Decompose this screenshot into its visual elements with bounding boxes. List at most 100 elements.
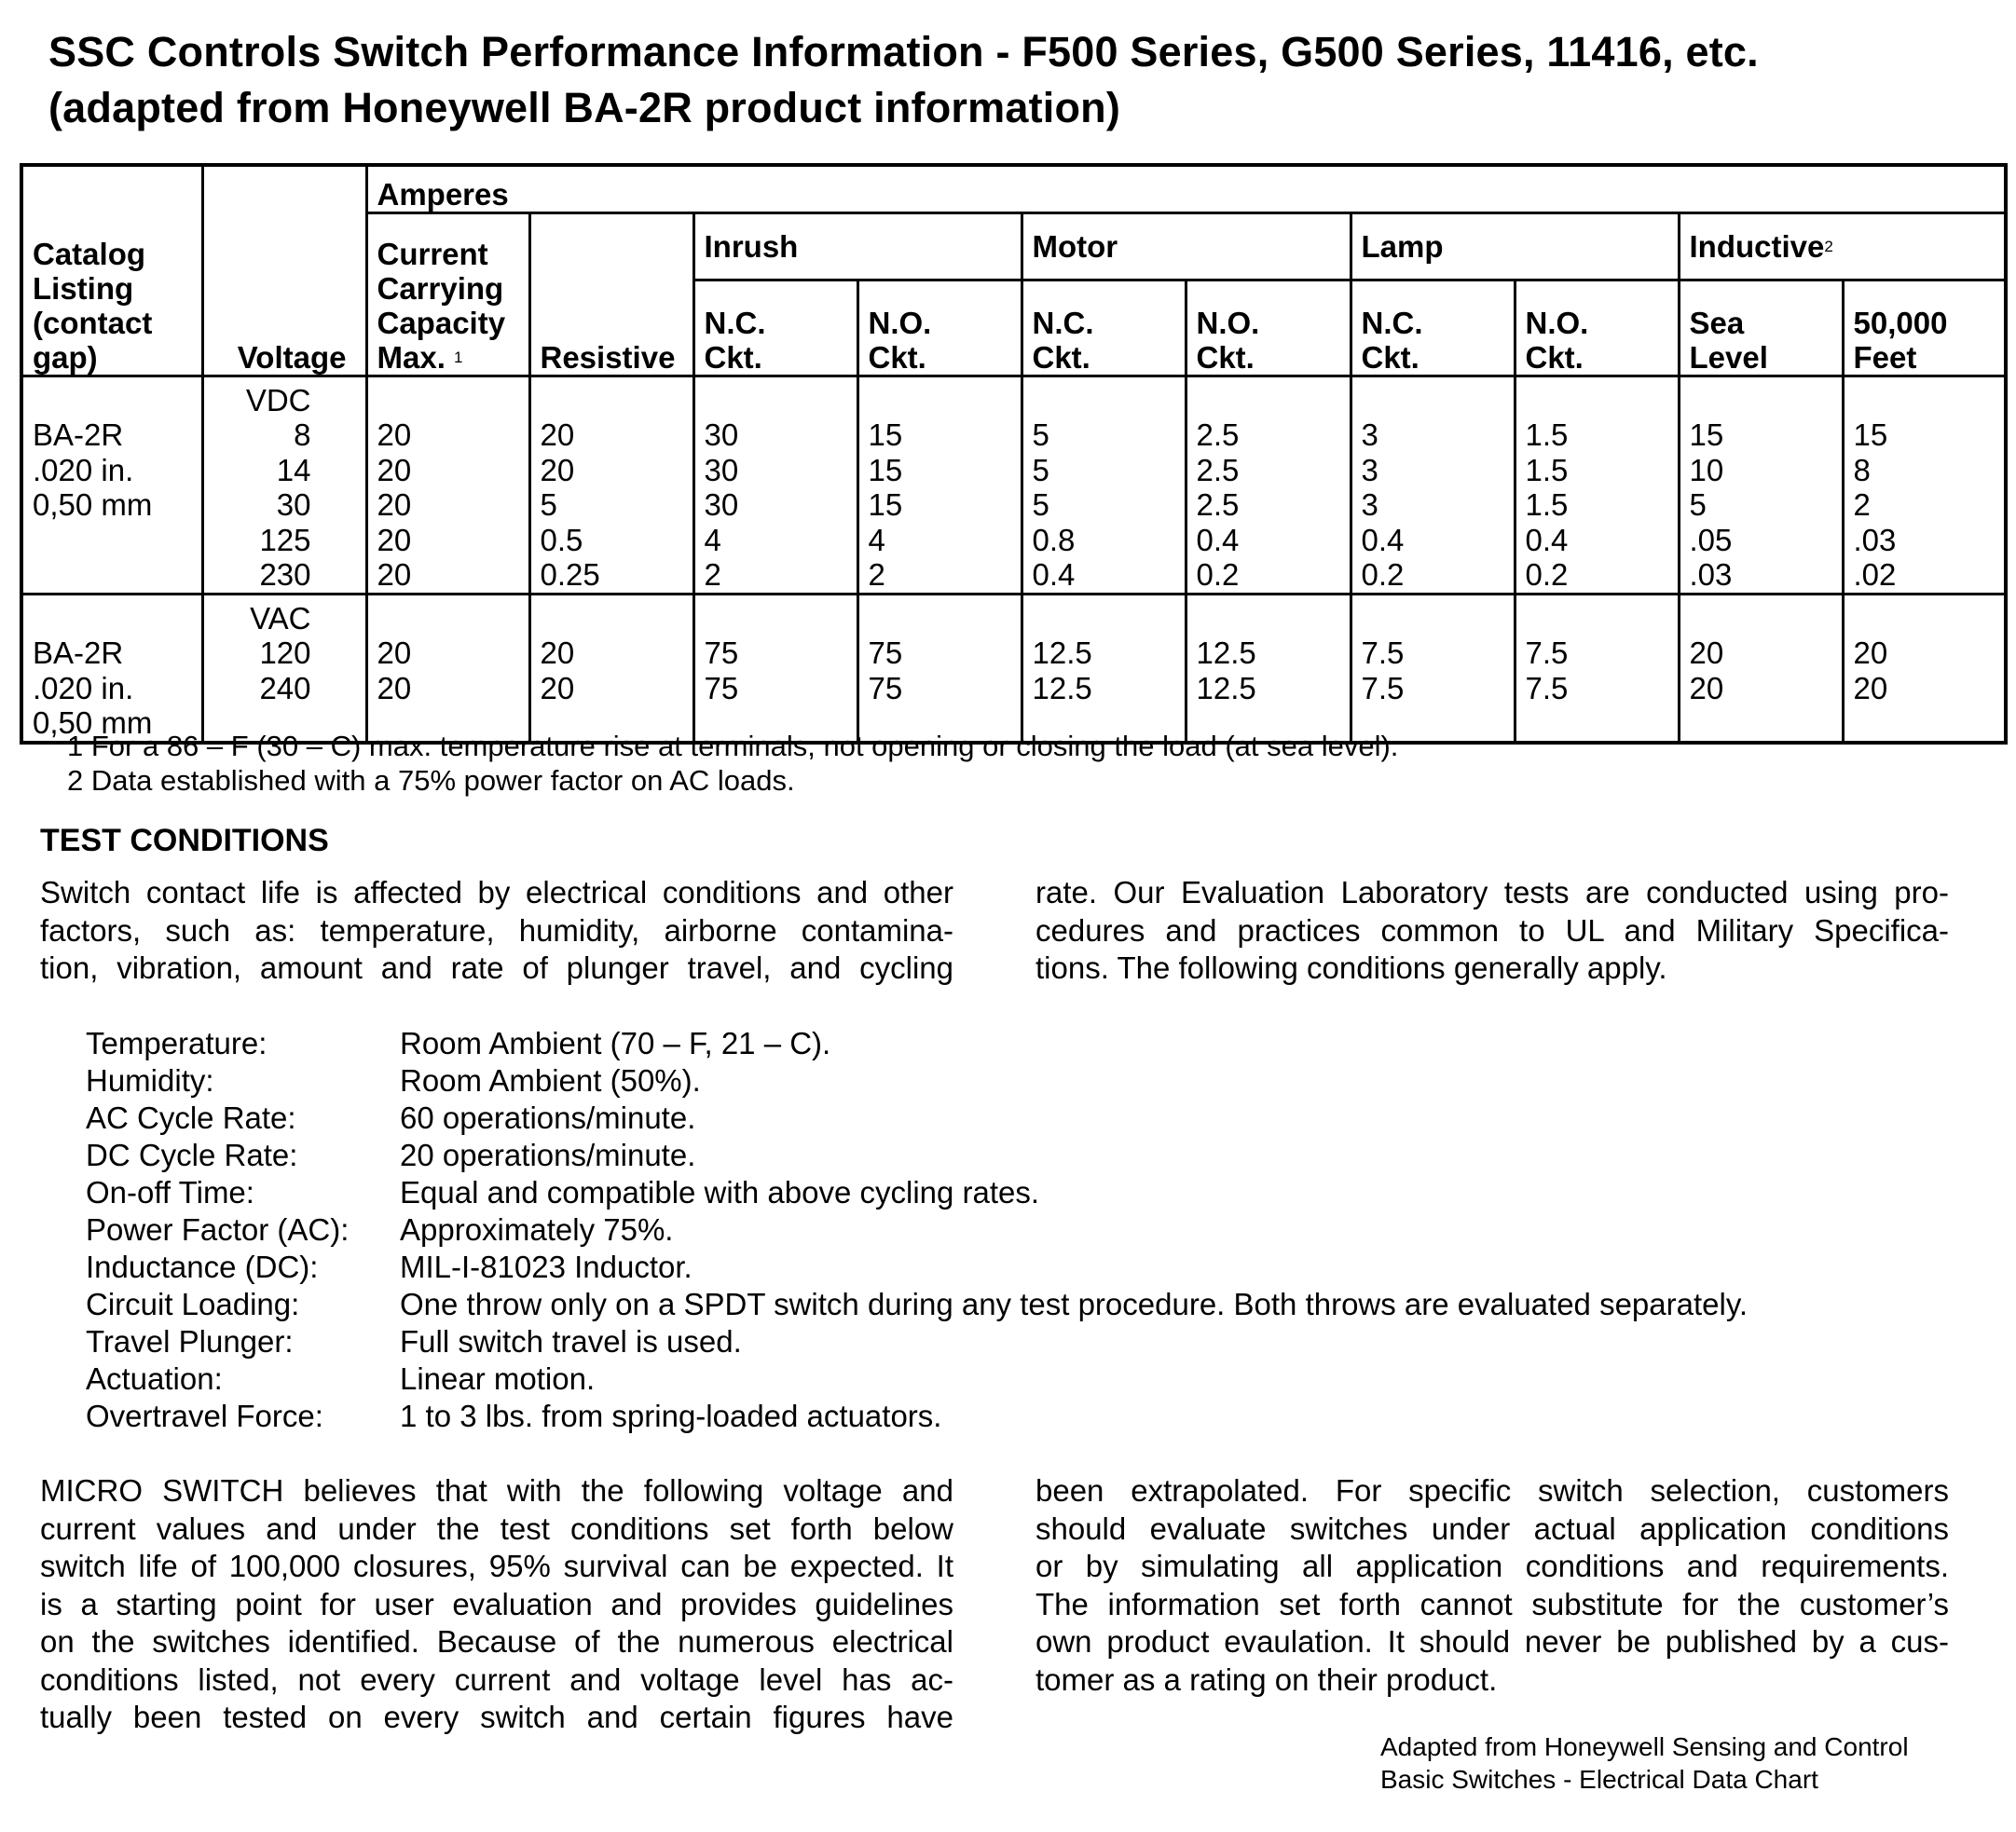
header-line: N.C.: [1361, 305, 1423, 340]
condition-label: Power Factor (AC):: [86, 1212, 350, 1247]
header-inductive: Inductive2: [1677, 211, 2008, 281]
cell-value: 15: [1853, 417, 1888, 452]
cell-value: 20: [377, 417, 412, 452]
voltage-value: 30: [276, 487, 311, 522]
cell-value: 20: [1853, 670, 1888, 705]
header-motor-no: N.O. Ckt.: [1184, 278, 1352, 377]
paragraph-line: The information set forth cannot substit…: [1035, 1586, 1949, 1621]
catalog-line: BA-2R: [33, 636, 124, 670]
voltage-unit: VDC: [245, 382, 311, 417]
cell-value: 20: [1689, 670, 1724, 705]
cell-value: 2.5: [1196, 417, 1240, 452]
data-column-cell: 30 30 30 4 2: [692, 374, 859, 595]
paragraph-line: on the switches identified. Because of t…: [40, 1624, 953, 1659]
data-column-cell: 20 20: [364, 592, 531, 744]
cell-value: 1.5: [1525, 417, 1569, 452]
header-line: Ckt.: [1525, 339, 1584, 375]
voltage-unit: VAC: [250, 600, 311, 636]
table-row-group: BA-2R .020 in. 0,50 mm VDC 8 14 30 125 230 20 20 20…: [20, 374, 2008, 595]
cell-value: 20: [377, 487, 412, 522]
paragraph-line: current values and under the test condit…: [40, 1511, 953, 1546]
header-line: Ckt.: [704, 339, 762, 375]
footnote-1: 1 For a 86 – F (30 – C) max. temperature…: [67, 730, 1399, 762]
data-column-cell: 75 75: [856, 592, 1023, 744]
data-column-cell: 7.5 7.5: [1349, 592, 1516, 744]
condition-label: Actuation:: [86, 1361, 223, 1396]
data-column-cell: 15 15 15 4 2: [856, 374, 1023, 595]
cell-value: 30: [704, 452, 739, 487]
data-column-cell: 2.5 2.5 2.5 0.4 0.2: [1184, 374, 1352, 595]
condition-value: 1 to 3 lbs. from spring-loaded actuators…: [400, 1399, 942, 1433]
header-line: Level: [1689, 339, 1768, 375]
intro-paragraph-right: rate. Our Evaluation Laboratory tests ar…: [1035, 874, 1949, 988]
cell-value: 2.5: [1196, 487, 1240, 522]
header-line: Ckt.: [868, 339, 926, 375]
paragraph-line: or by simulating all application conditi…: [1035, 1549, 1949, 1583]
cell-value: 30: [704, 487, 739, 522]
condition-label: DC Cycle Rate:: [86, 1138, 298, 1172]
cell-value: 20: [1853, 636, 1888, 670]
paragraph-line: should evaluate switches under actual ap…: [1035, 1511, 1949, 1546]
cell-value: 20: [377, 636, 412, 670]
cell-value: .03: [1689, 557, 1733, 592]
paragraph-line: tomer as a rating on their product.: [1035, 1661, 1498, 1697]
header-line: Feet: [1853, 339, 1917, 375]
condition-row: AC Cycle Rate: 60 operations/minute.: [86, 1100, 1748, 1137]
condition-value: 60 operations/minute.: [400, 1101, 696, 1135]
paragraph-line: switch life of 100,000 closures, 95% sur…: [40, 1549, 953, 1583]
cell-value: 0.4: [1361, 522, 1405, 557]
cell-value: 3: [1361, 487, 1378, 522]
condition-value: Room Ambient (70 – F, 21 – C).: [400, 1026, 831, 1060]
paragraph-line: MICRO SWITCH believes that with the foll…: [40, 1473, 953, 1508]
cell-value: 30: [704, 417, 739, 452]
paragraph-line: factors, such as: temperature, humidity,…: [40, 912, 953, 948]
cell-value: 2.5: [1196, 452, 1240, 487]
condition-value: Linear motion.: [400, 1361, 596, 1396]
paragraph-line: rate. Our Evaluation Laboratory tests ar…: [1035, 875, 1949, 909]
header-line: N.O.: [868, 305, 932, 340]
condition-label: Circuit Loading:: [86, 1287, 300, 1321]
catalog-line: BA-2R: [33, 417, 124, 452]
cell-value: 20: [540, 417, 575, 452]
cell-value: 12.5: [1032, 636, 1092, 670]
catalog-line: 0,50 mm: [33, 705, 153, 740]
condition-row: DC Cycle Rate: 20 operations/minute.: [86, 1137, 1748, 1174]
cell-value: 20: [1689, 636, 1724, 670]
paragraph-line: conditions listed, not every current and…: [40, 1661, 953, 1697]
header-catalog-listing: Catalog Listing (contact gap): [20, 163, 204, 377]
catalog-line: .020 in.: [33, 670, 134, 705]
cell-value: 15: [868, 452, 903, 487]
condition-label: Inductance (DC):: [86, 1250, 319, 1284]
cell-value: 10: [1689, 452, 1724, 487]
cell-value: 20: [377, 522, 412, 557]
cell-value: 20: [377, 557, 412, 592]
cell-value: 75: [704, 636, 739, 670]
data-column-cell: 20 20 20 20 20: [364, 374, 531, 595]
cell-value: 0.4: [1196, 522, 1240, 557]
data-column-cell: 15 10 5.05.03: [1677, 374, 1845, 595]
condition-label: On-off Time:: [86, 1175, 254, 1210]
switch-performance-table: Catalog Listing (contact gap) Voltage Amper…: [20, 163, 2009, 745]
header-lamp-nc: N.C. Ckt.: [1349, 278, 1516, 377]
condition-row: Travel Plunger: Full switch travel is use…: [86, 1323, 1748, 1360]
paragraph-line: been extrapolated. For specific switch s…: [1035, 1473, 1949, 1508]
cell-value: 2: [1853, 487, 1871, 522]
header-inrush: Inrush: [692, 211, 1023, 281]
header-line: Ckt.: [1032, 339, 1090, 375]
header-current-carrying-capacity: Current Carrying Capacity Max. 1: [364, 211, 531, 377]
data-column-cell: 15 8 2.03.02: [1841, 374, 2008, 595]
cell-value: 15: [868, 417, 903, 452]
cell-value: 5: [1032, 417, 1049, 452]
catalog-cell: BA-2R .020 in. 0,50 mm: [20, 592, 204, 744]
paragraph-line: tion, vibration, amount and rate of plun…: [40, 950, 953, 985]
voltage-value: 240: [259, 670, 311, 705]
data-column-cell: 20 20: [1841, 592, 2008, 744]
header-amperes: Amperes: [364, 163, 2008, 214]
paragraph-line: own product evaulation. It should never …: [1035, 1624, 1949, 1659]
cell-value: 75: [868, 636, 903, 670]
voltage-value: 125: [259, 522, 311, 557]
header-lamp: Lamp: [1349, 211, 1680, 281]
cell-value: 20: [540, 452, 575, 487]
cell-value: 12.5: [1196, 636, 1256, 670]
cell-value: 0.4: [1032, 557, 1076, 592]
